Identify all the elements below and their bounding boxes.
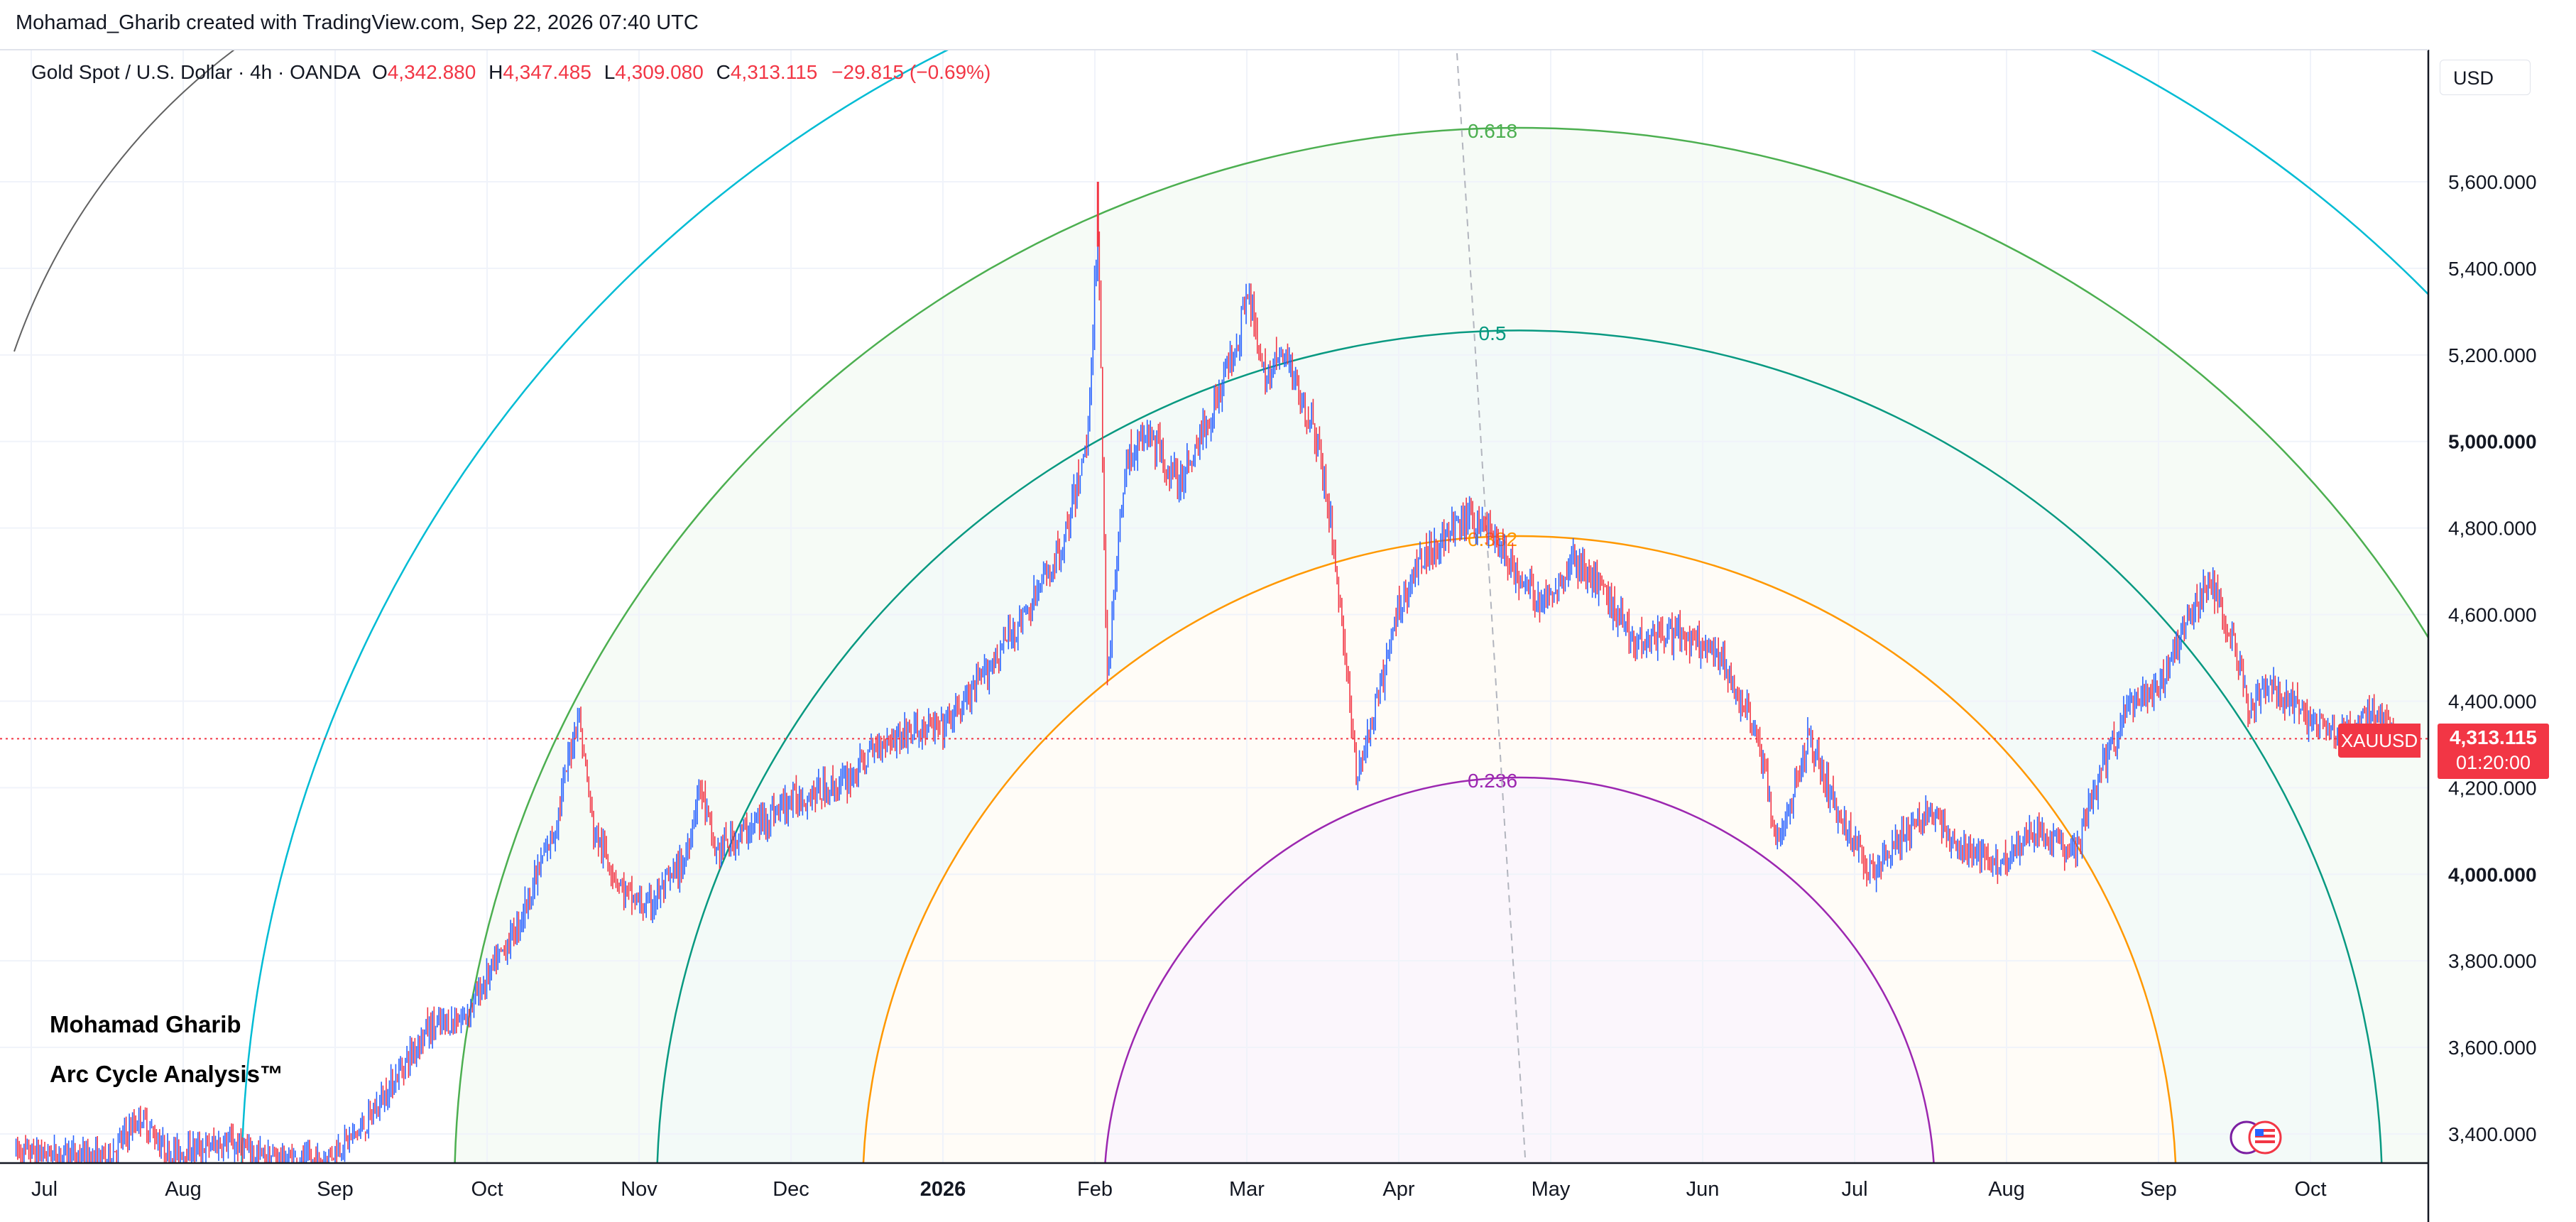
x-tick-label: 2026 bbox=[920, 1178, 966, 1201]
fib-label: 0.618 bbox=[1468, 120, 1517, 142]
price-tag-countdown: 01:20:00 bbox=[2455, 752, 2531, 773]
y-tick-label: 3,600.000 bbox=[2448, 1037, 2537, 1059]
currency-button[interactable]: USD bbox=[2440, 60, 2531, 95]
x-tick-label: Sep bbox=[317, 1178, 354, 1201]
fib-label: 0.5 bbox=[1479, 322, 1507, 344]
y-tick-label: 5,200.000 bbox=[2448, 344, 2537, 366]
y-tick-label: 3,400.000 bbox=[2448, 1123, 2537, 1145]
x-tick-label: Sep bbox=[2140, 1178, 2177, 1201]
price-tag-price: 4,313.115 bbox=[2449, 726, 2538, 748]
candles bbox=[15, 182, 2394, 1163]
legend-low-label: L bbox=[604, 61, 616, 83]
fib-arc-0382[interactable] bbox=[862, 535, 2177, 1193]
price-tag-symbol: XAUUSD bbox=[2338, 724, 2421, 758]
watermark-title: Arc Cycle Analysis™ bbox=[50, 1061, 283, 1087]
grid bbox=[0, 50, 2428, 1163]
fib-arc-far[interactable] bbox=[13, 50, 235, 352]
x-tick-label: Aug bbox=[165, 1178, 202, 1201]
legend-symbol: Gold Spot / U.S. Dollar · 4h · OANDA bbox=[31, 61, 360, 83]
x-tick-label: Dec bbox=[773, 1178, 809, 1201]
fib-label: 0.236 bbox=[1468, 770, 1517, 792]
x-tick-label: Feb bbox=[1077, 1178, 1113, 1201]
y-tick-label: 4,000.000 bbox=[2448, 863, 2537, 885]
axes: 3,400.000 3,600.000 3,800.000 4,000.000 4,20… bbox=[0, 49, 2537, 1222]
fib-arc-05[interactable] bbox=[656, 329, 2383, 1193]
y-tick-label: 5,600.000 bbox=[2448, 171, 2537, 193]
attribution-text: Mohamad_Gharib created with TradingView.… bbox=[16, 11, 699, 34]
legend-low-value: 4,309.080 bbox=[615, 61, 704, 83]
x-tick-label: Jul bbox=[31, 1178, 58, 1201]
arc-fills bbox=[241, 50, 2428, 1163]
legend-change: −29.815 (−0.69%) bbox=[831, 61, 991, 83]
ohlc-legend: Gold Spot / U.S. Dollar · 4h · OANDA O4,… bbox=[31, 61, 990, 84]
x-tick-label: Mar bbox=[1229, 1178, 1265, 1201]
x-tick-label: Oct bbox=[471, 1178, 503, 1201]
fib-arc-0618[interactable] bbox=[454, 126, 2576, 1193]
y-tick-label: 3,800.000 bbox=[2448, 950, 2537, 972]
x-tick-label: Apr bbox=[1382, 1178, 1414, 1201]
fib-label: 0.382 bbox=[1468, 528, 1517, 550]
fib-arc-outer[interactable] bbox=[241, 0, 2576, 1193]
x-tick-label: Jul bbox=[1841, 1178, 1867, 1201]
legend-close-label: C bbox=[716, 61, 731, 83]
us-flag-icon[interactable] bbox=[2228, 1119, 2288, 1156]
legend-high-value: 4,347.485 bbox=[503, 61, 591, 83]
legend-high-label: H bbox=[489, 61, 503, 83]
fib-arc-0236[interactable] bbox=[1104, 776, 1935, 1193]
fib-baseline bbox=[1456, 53, 1526, 1158]
x-tick-label: Aug bbox=[1988, 1178, 2025, 1201]
x-tick-label: Nov bbox=[621, 1178, 657, 1201]
x-tick-label: May bbox=[1532, 1178, 1571, 1201]
x-tick-label: Oct bbox=[2294, 1178, 2326, 1201]
y-tick-label: 5,400.000 bbox=[2448, 258, 2537, 280]
y-tick-label: 4,800.000 bbox=[2448, 518, 2537, 540]
x-tick-label: Jun bbox=[1686, 1178, 1720, 1201]
y-tick-label: 4,200.000 bbox=[2448, 777, 2537, 799]
legend-close-value: 4,313.115 bbox=[730, 61, 818, 83]
legend-open-label: O bbox=[371, 61, 388, 83]
y-tick-label: 5,000.000 bbox=[2448, 431, 2537, 453]
y-tick-label: 4,600.000 bbox=[2448, 604, 2537, 626]
legend-open-value: 4,342.880 bbox=[387, 61, 476, 83]
y-tick-label: 4,400.000 bbox=[2448, 690, 2537, 712]
price-tag-value: 4,313.115 01:20:00 bbox=[2438, 724, 2549, 779]
watermark-author: Mohamad Gharib bbox=[50, 1011, 241, 1037]
